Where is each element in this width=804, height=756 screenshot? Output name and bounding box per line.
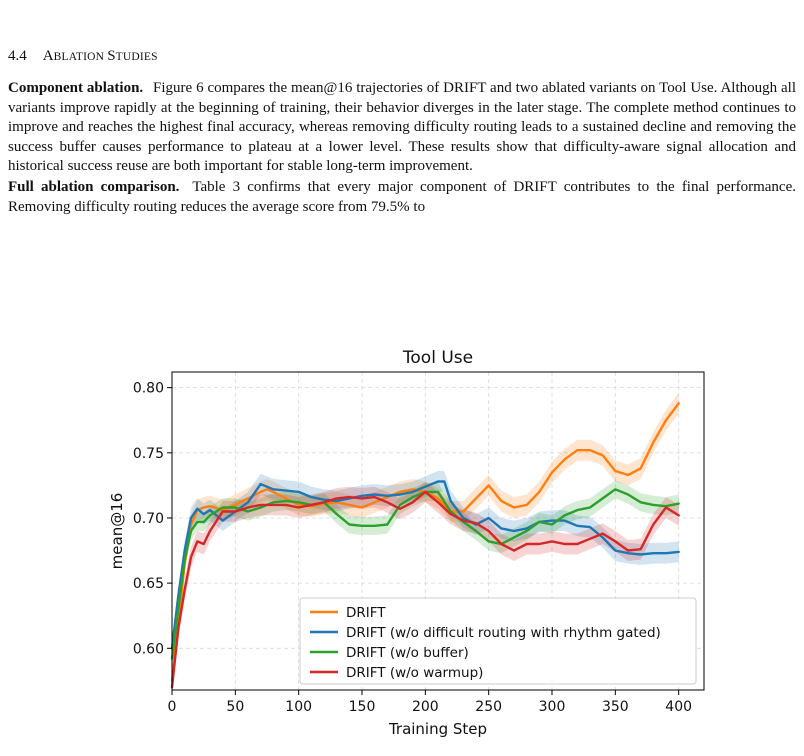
x-tick-label: 300 — [539, 699, 566, 715]
series-line-1 — [170, 480, 680, 650]
axis-ticks: 0 50 100 150 200 250 300 350 400 0.60 0.65 0.70 0.75… — [133, 381, 692, 715]
x-tick-label: 400 — [665, 699, 692, 715]
paragraph-text: Figure 6 compares the mean@16 trajectori… — [8, 80, 796, 175]
x-tick-label: 350 — [602, 699, 629, 715]
plot-frame — [171, 371, 705, 691]
y-tick-label: 0.75 — [133, 446, 164, 462]
x-tick-label: 150 — [349, 699, 376, 715]
section-title-part: TUDIES — [115, 51, 158, 63]
y-tick-label: 0.80 — [133, 381, 164, 397]
paragraph-lead: Full ablation comparison. — [8, 179, 180, 195]
y-tick-label: 0.60 — [133, 641, 164, 657]
x-tick-label: 200 — [412, 699, 439, 715]
x-tick-label: 250 — [475, 699, 502, 715]
x-tick-label: 100 — [285, 699, 312, 715]
legend-label: DRIFT (w/o difficult routing with rhythm… — [346, 625, 661, 641]
legend-label: DRIFT — [346, 605, 386, 621]
legend-label: DRIFT (w/o warmup) — [346, 665, 483, 681]
y-axis-label: mean@16 — [108, 493, 126, 570]
legend-box — [299, 597, 697, 685]
series-line-3 — [170, 490, 680, 689]
legend: DRIFT DRIFT (w/o difficult routing with r… — [299, 597, 697, 685]
paragraph-lead: Component ablation. — [8, 80, 144, 96]
series-band-1 — [172, 471, 679, 659]
legend-label: DRIFT (w/o buffer) — [346, 645, 469, 661]
chart-title: Tool Use — [402, 348, 473, 368]
chart-svg: 0 50 100 150 200 250 300 350 400 0.60 0.65 0.70 0.75… — [108, 348, 705, 738]
series-line-2 — [170, 488, 680, 660]
series-band-0 — [172, 392, 679, 692]
figure-tool-use-chart: 0 50 100 150 200 250 300 350 400 0.60 0.65 0.70 0.75… — [100, 326, 720, 756]
paragraph-component-ablation: Component ablation. Figure 6 compares th… — [8, 79, 796, 177]
series-band-2 — [172, 480, 679, 668]
x-tick-label: 50 — [226, 699, 244, 715]
section-title-part: BLATION — [53, 51, 108, 63]
series-lines — [170, 402, 680, 689]
paragraph-text: Table 3 confirms that every major compon… — [8, 179, 796, 215]
x-axis-label: Training Step — [388, 720, 487, 738]
section-heading: 4.4 ABLATION STUDIES — [8, 48, 158, 65]
section-number: 4.4 — [8, 48, 27, 64]
series-band-3 — [172, 481, 679, 698]
x-tick-label: 0 — [168, 699, 177, 715]
section-title: ABLATION STUDIES — [43, 48, 158, 64]
y-tick-label: 0.65 — [133, 576, 164, 592]
section-title-part: S — [107, 48, 116, 64]
y-tick-label: 0.70 — [133, 511, 164, 527]
paragraph-full-ablation: Full ablation comparison. Table 3 confir… — [8, 178, 796, 217]
confidence-bands — [172, 392, 679, 698]
section-title-part: A — [42, 48, 54, 64]
